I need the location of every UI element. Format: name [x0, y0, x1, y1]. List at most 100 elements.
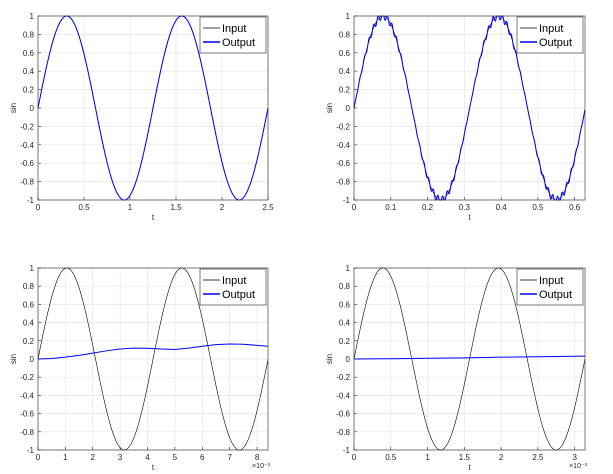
x-tick-label: 1: [425, 453, 430, 462]
x-axis-label: t: [468, 463, 471, 472]
y-axis-label: sin: [325, 354, 334, 364]
y-tick-label: -0.2: [336, 122, 350, 131]
series-line-input: [353, 267, 586, 451]
axes-box: [353, 15, 586, 201]
y-tick-label: 0: [346, 355, 351, 364]
y-tick-label: -0.6: [336, 159, 350, 168]
y-tick-label: -1: [27, 196, 35, 205]
x-tick-label: 0.3: [459, 203, 471, 212]
y-tick-label: 0.6: [339, 300, 351, 309]
y-tick-label: -0.4: [20, 391, 34, 400]
x-tick-label: 1.5: [459, 453, 471, 462]
x-axis-label: t: [152, 213, 155, 222]
y-tick-label: -0.8: [20, 428, 34, 437]
x-tick-label: 1: [63, 453, 68, 462]
x-axis-label: t: [468, 213, 471, 222]
y-tick-label: 0.2: [23, 86, 35, 95]
y-tick-label: -0.6: [20, 410, 34, 419]
x-exponent-label: ×10⁻³: [252, 463, 271, 470]
y-tick-label: -0.4: [336, 141, 350, 150]
legend: Input Output: [199, 16, 267, 54]
y-tick-label: -0.6: [336, 410, 350, 419]
y-tick-label: -0.2: [20, 122, 34, 131]
y-tick-label: 1: [30, 12, 35, 21]
y-tick-label: -0.2: [336, 373, 350, 382]
legend-box: [199, 16, 267, 54]
legend-label-output: Output: [539, 37, 572, 49]
y-tick-label: 0.8: [23, 30, 35, 39]
y-tick-label: -1: [343, 196, 351, 205]
x-tick-label: 0.5: [78, 203, 90, 212]
x-tick-label: 0.1: [385, 203, 397, 212]
series-line-input: [37, 267, 269, 451]
legend-label-output: Output: [222, 37, 255, 49]
axes-box: [353, 267, 586, 451]
y-tick-label: 0.6: [339, 49, 351, 58]
y-tick-label: -0.8: [336, 428, 350, 437]
x-tick-label: 0: [352, 453, 357, 462]
y-axis-label: sin: [9, 354, 18, 364]
y-tick-label: 0.8: [339, 30, 351, 39]
y-tick-label: -0.4: [20, 141, 34, 150]
x-tick-label: 3: [118, 453, 123, 462]
x-tick-label: 2.5: [262, 203, 274, 212]
x-tick-label: 0: [36, 203, 41, 212]
y-tick-label: 0.4: [339, 67, 351, 76]
legend: Input Output: [516, 16, 584, 54]
y-tick-label: 1: [346, 12, 351, 21]
x-axis-label: t: [152, 463, 155, 472]
y-tick-label: -0.8: [336, 178, 350, 187]
subplot-2: -1 -0.8 -0.6 -0.4 -0.2 0 0.2 0.4 0.6 0.8 1 0 0.1 0.2 0…: [325, 12, 586, 222]
x-tick-label: 0: [352, 203, 357, 212]
legend-label-output: Output: [539, 289, 572, 301]
legend: Input Output: [199, 268, 267, 306]
x-tick-label: 0.5: [532, 203, 544, 212]
y-tick-label: -0.4: [336, 391, 350, 400]
y-tick-label: 0.8: [23, 282, 35, 291]
x-tick-label: 2: [499, 453, 504, 462]
legend-label-input: Input: [539, 23, 563, 35]
y-tick-label: -1: [343, 446, 351, 455]
y-tick-label: 0.4: [23, 67, 35, 76]
x-tick-label: 0.4: [496, 203, 508, 212]
subplot-1: -1 -0.8 -0.6 -0.4 -0.2 0 0.2 0.4 0.6 0.8 1 0 0.5 1 1.5…: [9, 12, 274, 222]
legend-label-output: Output: [222, 289, 255, 301]
y-tick-label: 0: [30, 355, 35, 364]
y-tick-label: 1: [346, 264, 351, 273]
y-axis-label: sin: [9, 103, 18, 113]
x-tick-label: 6: [200, 453, 205, 462]
x-tick-label: 1.5: [170, 203, 182, 212]
legend-label-input: Input: [222, 275, 246, 287]
x-exponent-label: ×10⁻³: [569, 463, 588, 470]
y-tick-label: -0.2: [20, 373, 34, 382]
series-line-output: [37, 343, 269, 360]
x-tick-label: 8: [255, 453, 260, 462]
y-tick-label: 0.6: [23, 49, 35, 58]
axes-box: [37, 267, 269, 451]
y-tick-label: 0.4: [23, 319, 35, 328]
axes-box: [37, 15, 269, 201]
x-tick-label: 2.5: [532, 453, 544, 462]
legend: Input Output: [516, 268, 584, 306]
x-tick-label: 2: [220, 203, 225, 212]
legend-box: [516, 16, 584, 54]
x-tick-label: 0: [36, 453, 41, 462]
x-tick-label: 3: [572, 453, 577, 462]
y-axis-label: sin: [325, 103, 334, 113]
x-tick-label: 0.5: [385, 453, 397, 462]
legend-box: [516, 268, 584, 306]
x-tick-label: 4: [145, 453, 150, 462]
legend-label-input: Input: [539, 275, 563, 287]
y-tick-label: 0.2: [23, 337, 35, 346]
x-tick-label: 0.2: [422, 203, 434, 212]
y-tick-label: -0.8: [20, 178, 34, 187]
y-tick-label: 0: [30, 104, 35, 113]
y-tick-label: 1: [30, 264, 35, 273]
x-tick-label: 2: [91, 453, 96, 462]
x-tick-label: 1: [128, 203, 133, 212]
series-line-output: [37, 15, 269, 201]
legend-box: [199, 268, 267, 306]
x-tick-label: 7: [227, 453, 232, 462]
subplot-3: -1 -0.8 -0.6 -0.4 -0.2 0 0.2 0.4 0.6 0.8 1 0 1 2 3 4 5 6 7…: [9, 264, 271, 472]
